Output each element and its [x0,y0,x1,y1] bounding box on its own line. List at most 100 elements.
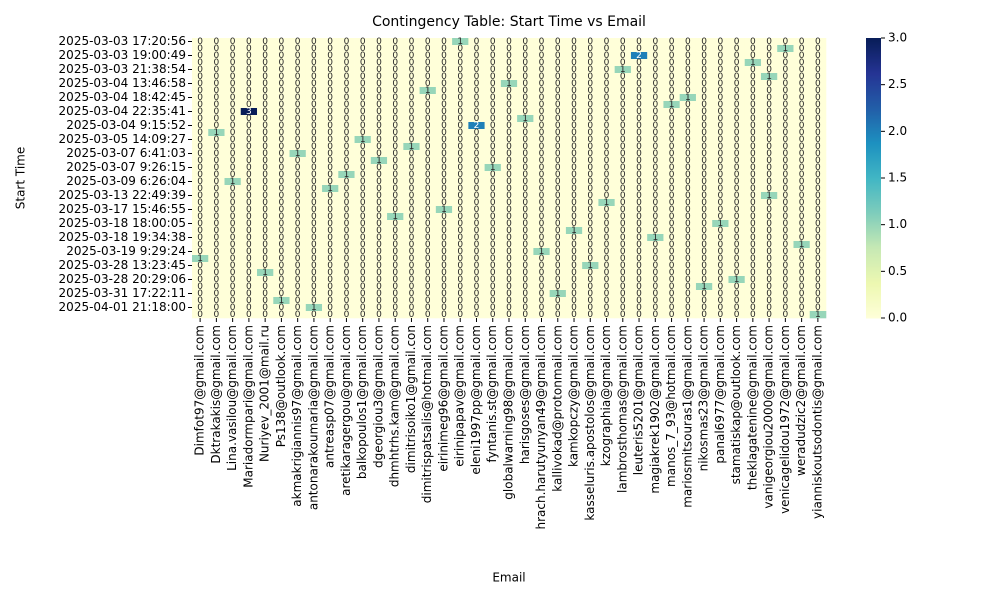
cell-label: 0 [717,289,723,299]
heatmap-cell [257,80,274,88]
cell-label: 0 [799,149,805,159]
heatmap-cell [728,234,746,242]
cell-label: 0 [539,205,545,215]
heatmap-cell [679,199,697,207]
heatmap-cell [403,52,420,60]
heatmap-cell [403,248,420,256]
cell-label: 0 [230,310,236,320]
heatmap-cell [777,108,794,116]
cell-label: 0 [327,86,333,96]
heatmap-cell [744,129,762,137]
heatmap-cell [354,269,372,277]
cell-label: 0 [311,156,317,166]
heatmap-cell [630,94,648,102]
cell-label: 0 [425,212,431,222]
cell-label: 0 [262,282,268,292]
heatmap-cell [809,276,827,284]
cell-label: 0 [587,247,593,257]
cell-label: 0 [685,121,691,131]
cell-label: 0 [571,268,577,278]
heatmap-cell [468,73,485,81]
cell-label: 0 [311,107,317,117]
cell-label: 0 [636,275,642,285]
cell-label: 0 [311,233,317,243]
heatmap-cell [224,122,242,130]
heatmap-cell [370,66,388,74]
heatmap-cell [468,59,485,67]
cell-label: 0 [376,310,382,320]
cell-label: 0 [197,289,203,299]
cell-label: 0 [392,310,398,320]
cell-label: 0 [782,51,788,61]
cell-label: 0 [766,282,772,292]
heatmap-cell [192,157,209,165]
cell-label: 0 [734,135,740,145]
colorbar-segment [866,50,881,53]
heatmap-cell [338,185,355,193]
heatmap-cell [777,38,794,46]
heatmap-cell [565,66,583,74]
cell-label: 0 [766,93,772,103]
cell-label: 0 [539,114,545,124]
cell-label: 0 [522,303,528,313]
cell-label: 0 [539,268,545,278]
heatmap-cell [663,220,680,228]
cell-label: 0 [620,86,626,96]
heatmap-cell [273,108,290,116]
cell-label: 0 [506,114,512,124]
colorbar-segment [866,72,881,75]
heatmap-cell [744,150,762,158]
heatmap-cell [549,185,567,193]
cell-label: 0 [409,198,415,208]
cell-label: 0 [327,268,333,278]
heatmap-cell [712,227,729,235]
cell-label: 0 [587,51,593,61]
cell-label: 0 [474,233,480,243]
cell-label: 0 [295,247,301,257]
cell-label: 0 [815,93,821,103]
cell-label: 0 [685,310,691,320]
cell-label: 0 [652,163,658,173]
cell-label: 0 [652,289,658,299]
colorbar-segment [866,224,881,227]
cell-label: 0 [295,261,301,271]
cell-label: 0 [717,296,723,306]
cell-label: 0 [701,93,707,103]
heatmap-cell [500,311,518,319]
cell-label: 0 [490,205,496,215]
heatmap-cell [695,164,713,172]
cell-label: 0 [344,121,350,131]
heatmap-cell [419,52,437,60]
heatmap-cell [549,59,567,67]
heatmap-cell [387,192,404,200]
colorbar-segment [866,48,881,51]
heatmap-cell [712,101,729,109]
heatmap-cell [533,80,550,88]
cell-label: 0 [262,37,268,47]
cell-label: 0 [457,247,463,257]
heatmap-cell [338,311,355,319]
heatmap-cell [387,178,404,186]
heatmap-cell [517,101,534,109]
heatmap-cell [517,129,534,137]
heatmap-cell [257,38,274,46]
heatmap-cell [403,304,420,312]
colorbar-segment [866,284,881,287]
heatmap-cell [679,150,697,158]
heatmap-cell [598,248,615,256]
heatmap-cell [712,122,729,130]
heatmap-cell [338,108,355,116]
cell-label: 0 [425,233,431,243]
heatmap-cell [679,311,697,319]
cell-label: 0 [376,205,382,215]
cell-label: 0 [409,191,415,201]
cell-label: 0 [425,198,431,208]
cell-label: 0 [392,226,398,236]
heatmap-cell [484,304,502,312]
cell-label: 0 [669,310,675,320]
cell-label: 0 [376,261,382,271]
cell-label: 0 [262,107,268,117]
heatmap-cell [517,108,534,116]
cell-label: 0 [815,37,821,47]
heatmap-cell [192,185,209,193]
